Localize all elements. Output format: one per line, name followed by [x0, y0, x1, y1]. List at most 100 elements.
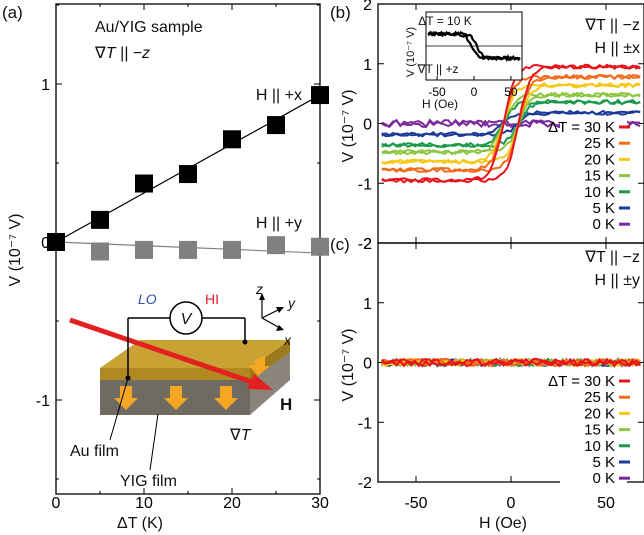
voltmeter-label: V	[181, 311, 193, 328]
series-group	[380, 356, 641, 368]
series-hx-label: H || +x	[256, 87, 302, 104]
y-tick-label: -2	[358, 236, 372, 253]
flux-arrow	[164, 386, 188, 410]
flux-arrow	[214, 386, 238, 410]
yig-film-label: YIG film	[120, 473, 177, 490]
y-tick-label: 1	[41, 77, 50, 94]
panel-c-gradient: ∇T || −z	[584, 249, 640, 266]
panel-b-ylabel: V (10⁻⁷ V)	[340, 90, 357, 163]
y-tick-label: -1	[36, 393, 50, 410]
flux-arrow	[248, 355, 270, 376]
grad-t-label: ∇T	[229, 427, 252, 444]
lo-label: LO	[138, 291, 157, 307]
panel-b-plot: -2 -1 0 1 2 ΔT = 30 K25 K20 K15 K10 K5 K0 K	[358, 0, 644, 253]
series-line	[381, 91, 641, 156]
series-line	[381, 73, 641, 173]
series-line	[381, 357, 641, 368]
data-point-hy	[223, 240, 241, 259]
x-tick-label: -50	[404, 495, 427, 512]
data-point-hx	[267, 116, 285, 135]
data-point-hy	[135, 240, 153, 259]
legend-bg	[560, 119, 627, 134]
legend-bg	[560, 454, 627, 469]
hi-label: HI	[205, 291, 219, 307]
legend-bg	[560, 167, 627, 183]
panel-b-label: (b)	[330, 3, 351, 22]
y-tick-label: 2	[363, 236, 372, 253]
legend-label: 20 K	[584, 405, 615, 422]
yig-pointer	[149, 413, 159, 471]
data-point-hx	[91, 210, 109, 229]
legend-bg	[560, 135, 627, 151]
inset-xlabel: H (Oe)	[422, 97, 458, 111]
legend-label: 5 K	[592, 200, 615, 217]
panel-a-plot: 0 10 20 30 -1 0 1	[36, 3, 329, 512]
data-point-hy	[179, 240, 197, 259]
data-point-hx	[135, 174, 153, 193]
panel-a: (a) Au/YIG sample ∇T || −z 0 10 20 30 -1 0 1 Δ…	[2, 3, 329, 532]
sample-sketch: H V LO HI z y x ∇T Au	[69, 281, 296, 490]
legend-label: 25 K	[584, 389, 615, 406]
data-point-hx	[47, 233, 65, 251]
data-point-hy	[311, 237, 329, 256]
series-line	[381, 73, 641, 173]
au-pointer	[109, 377, 129, 441]
y-tick-label: 0	[363, 117, 372, 134]
legend-label: 10 K	[584, 184, 615, 201]
y-tick-label: -2	[358, 475, 372, 492]
y-tick-label: -1	[358, 415, 372, 432]
x-tick-label: 0	[52, 495, 61, 512]
axis-z-label: z	[255, 281, 263, 297]
legend-bg	[560, 200, 627, 215]
data-point-hx	[223, 130, 241, 149]
legend-label: 0 K	[592, 216, 615, 233]
panel-c-label: (c)	[330, 235, 350, 254]
legend-label: 20 K	[584, 151, 615, 168]
legend-bg	[560, 421, 627, 437]
legend-bg	[560, 470, 627, 486]
data-point-hy	[91, 242, 109, 261]
axis-x-label: x	[283, 332, 292, 348]
panel-c-field: H || ±y	[594, 272, 640, 289]
data-point-hy	[267, 236, 285, 255]
panel-a-xlabel: ΔT (K)	[117, 515, 163, 532]
panel-c: (c) -2 -1 0 1 2 -50 0 50 ΔT = 30 K25 K20 K15 K10…	[330, 235, 644, 532]
voltmeter-icon	[169, 301, 203, 335]
legend-label: 15 K	[584, 422, 615, 439]
y-tick-label: 0	[41, 235, 50, 252]
panel-b-inset: -50 0 50	[425, 11, 523, 99]
inset-x-tick-label: 50	[504, 85, 518, 99]
legend-label: 10 K	[584, 438, 615, 455]
axis-y-label: y	[287, 295, 296, 311]
panel-b-field: H || ±x	[594, 40, 640, 57]
inset-x-tick-label: 0	[471, 85, 478, 99]
legend-label: ΔT = 30 K	[548, 119, 615, 136]
series-line	[381, 63, 641, 184]
field-arrow-head	[247, 374, 273, 390]
y-tick-label: 1	[363, 296, 372, 313]
legend-bg	[560, 216, 627, 232]
field-arrow-line	[69, 317, 253, 385]
axis-z-head	[259, 293, 265, 300]
field-label: H	[280, 395, 292, 414]
series-line	[381, 82, 641, 165]
heat-flux-arrows	[114, 355, 270, 410]
y-tick-label: -1	[358, 176, 372, 193]
series-line	[381, 91, 641, 156]
legend-label: 15 K	[584, 168, 615, 185]
y-tick-label: 1	[363, 57, 372, 74]
panel-b-gradient: ∇T || −z	[584, 17, 640, 34]
inset-series-line	[427, 30, 521, 62]
axis-y	[261, 308, 281, 319]
series-hy-label: H || +y	[256, 215, 302, 232]
panel-c-xlabel: H (Oe)	[479, 515, 527, 532]
legend-label: 5 K	[592, 454, 615, 471]
inset-x-tick-label: -50	[428, 85, 446, 99]
data-point-hx	[179, 165, 197, 184]
legend-label: ΔT = 30 K	[548, 373, 615, 390]
inset-gradient: ∇T || +z	[416, 62, 458, 76]
legend-bg	[560, 389, 627, 405]
y-tick-label: 2	[363, 0, 372, 14]
axis-x-head	[276, 325, 284, 331]
sample-label: Au/YIG sample	[95, 19, 203, 36]
